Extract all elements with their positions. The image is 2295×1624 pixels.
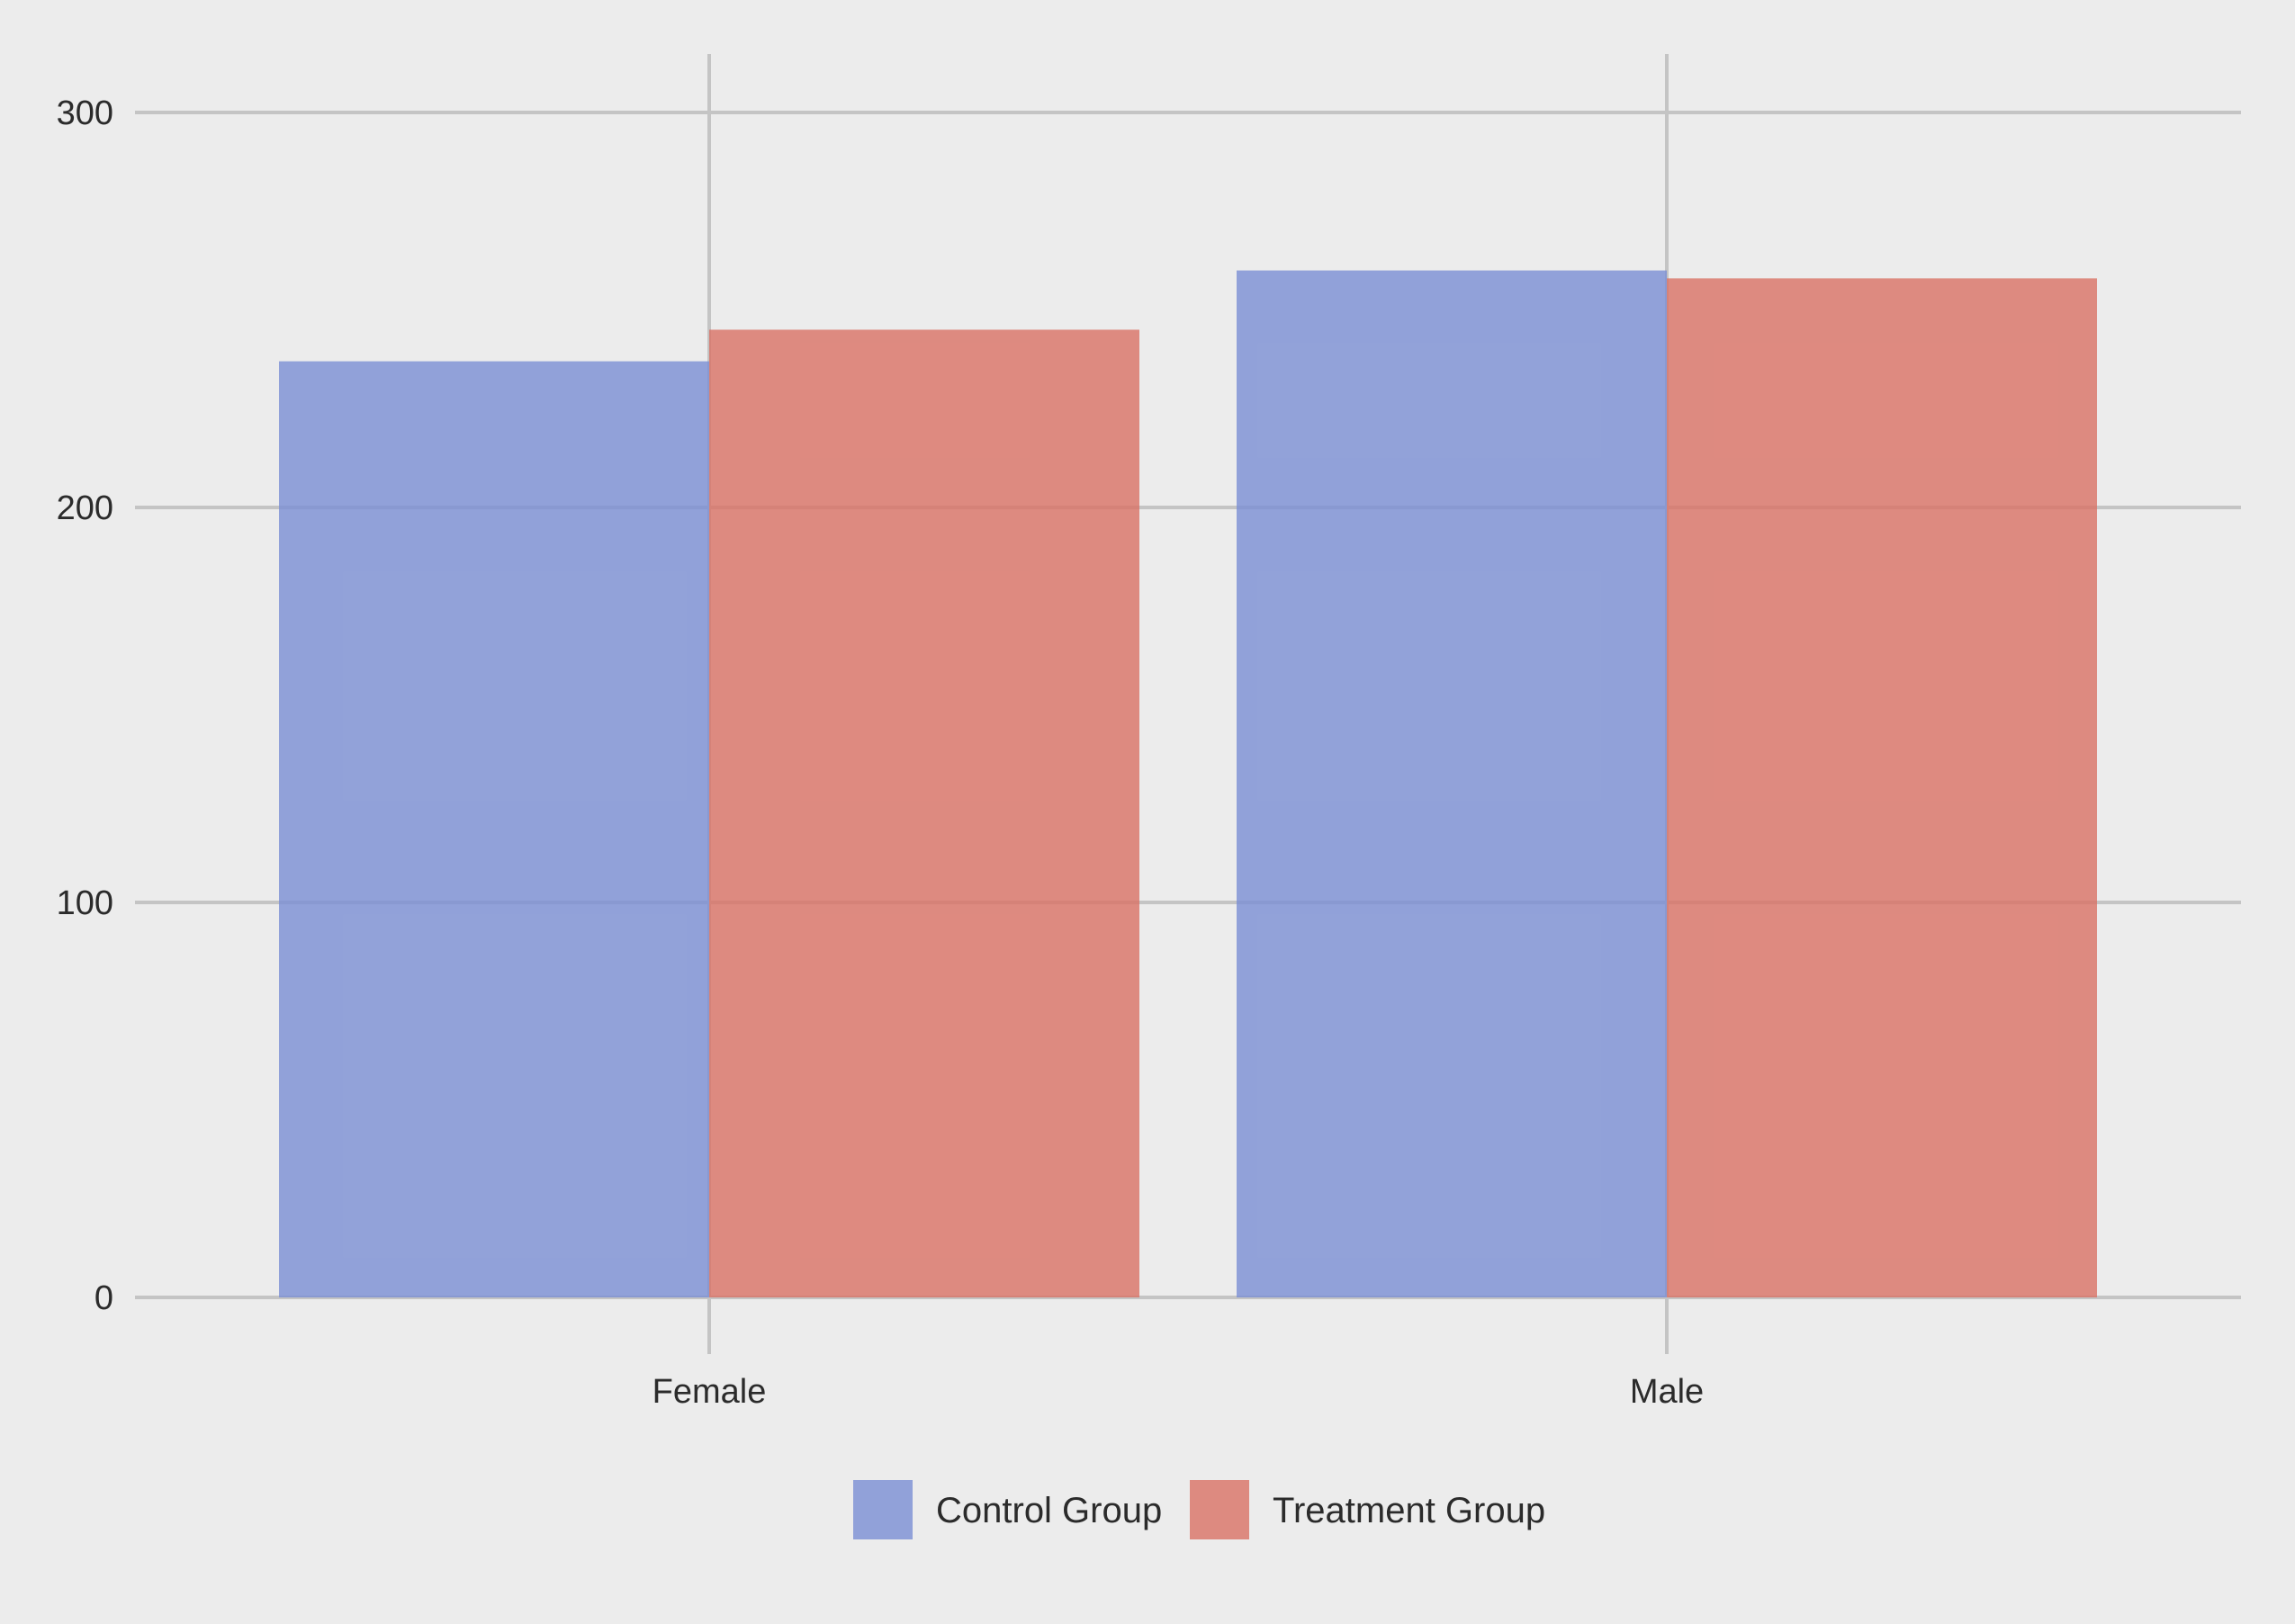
y-tick-label: 300 (57, 94, 113, 132)
legend-swatch (853, 1480, 913, 1539)
legend-item-control-group: Control Group (853, 1480, 1162, 1539)
y-tick-label: 100 (57, 884, 113, 922)
legend-label: Treatment Group (1273, 1491, 1545, 1530)
legend-label: Control Group (936, 1491, 1162, 1530)
bar-female-treatment-group (709, 329, 1139, 1298)
x-tick-label: Male (1630, 1373, 1704, 1411)
bar-female-control-group (279, 361, 709, 1297)
y-tick-label: 0 (94, 1279, 113, 1317)
legend-swatch (1190, 1480, 1249, 1539)
bar-male-control-group (1237, 270, 1667, 1298)
legend: Control Group Treatment Group (853, 1480, 1545, 1539)
y-axis: 0 100 200 300 (57, 94, 113, 1317)
bar-male-treatment-group (1667, 278, 2097, 1297)
y-tick-label: 200 (57, 489, 113, 527)
x-axis: Female Male (652, 1373, 1705, 1411)
bars-layer (279, 270, 2097, 1298)
x-tick-label: Female (652, 1373, 767, 1411)
legend-item-treatment-group: Treatment Group (1190, 1480, 1545, 1539)
